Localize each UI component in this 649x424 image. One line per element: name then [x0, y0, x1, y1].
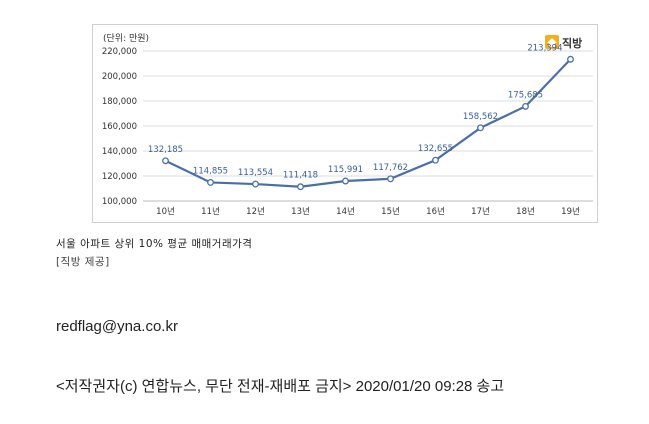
data-point: [567, 55, 574, 63]
y-tick-label: 120,000: [102, 172, 137, 182]
x-tick-label: 15년: [381, 206, 400, 217]
data-point: [477, 124, 484, 132]
y-tick-label: 100,000: [102, 197, 137, 207]
data-label: 132,185: [148, 145, 183, 155]
data-label: 111,418: [283, 171, 318, 181]
chart-frame: (단위: 만원) 직방 100,000 120,000 140,000 160,000…: [92, 24, 598, 223]
data-point: [297, 183, 304, 191]
y-tick-label: 220,000: [102, 47, 137, 57]
x-tick-label: 12년: [246, 206, 265, 217]
data-label: 114,855: [193, 166, 228, 176]
line-chart: (단위: 만원) 직방 100,000 120,000 140,000 160,000…: [102, 33, 593, 217]
reporter-email[interactable]: redflag@yna.co.kr: [56, 318, 178, 335]
data-label: 132,655: [418, 144, 453, 154]
x-tick-label: 16년: [426, 206, 445, 217]
data-label: 158,562: [463, 112, 498, 122]
y-tick-label: 140,000: [102, 147, 137, 157]
x-tick-label: 19년: [561, 206, 580, 217]
logo-text: 직방: [562, 36, 582, 50]
x-tick-label: 18년: [516, 206, 535, 217]
data-label: 213,394: [527, 43, 562, 53]
data-label: 117,762: [373, 163, 408, 173]
data-point: [342, 177, 349, 185]
x-tick-label: 10년: [156, 206, 175, 217]
data-point: [432, 156, 439, 164]
y-tick-label: 180,000: [102, 97, 137, 107]
zigbang-logo: 직방: [545, 35, 582, 50]
x-tick-label: 14년: [336, 206, 355, 217]
data-point: [252, 180, 259, 188]
data-point: [207, 178, 214, 186]
data-label: 113,554: [238, 168, 273, 178]
data-point: [522, 102, 529, 110]
x-tick-label: 13년: [291, 206, 310, 217]
photo-credit: [직방 제공]: [56, 256, 110, 268]
data-point: [162, 157, 169, 165]
x-tick-label: 11년: [201, 206, 220, 217]
chart-caption: 서울 아파트 상위 10% 평균 매매거래가격: [56, 238, 253, 250]
house-icon: [545, 35, 559, 49]
y-tick-label: 160,000: [102, 122, 137, 132]
data-label: 115,991: [328, 165, 363, 175]
unit-label: (단위: 만원): [103, 33, 149, 44]
x-tick-label: 17년: [471, 206, 490, 217]
y-tick-label: 200,000: [102, 72, 137, 82]
data-point: [387, 175, 394, 183]
data-label: 175,685: [508, 90, 543, 100]
series-line: [165, 58, 572, 188]
copyright-notice: <저작권자(c) 연합뉴스, 무단 전재-재배포 금지> 2020/01/20 …: [56, 378, 505, 395]
